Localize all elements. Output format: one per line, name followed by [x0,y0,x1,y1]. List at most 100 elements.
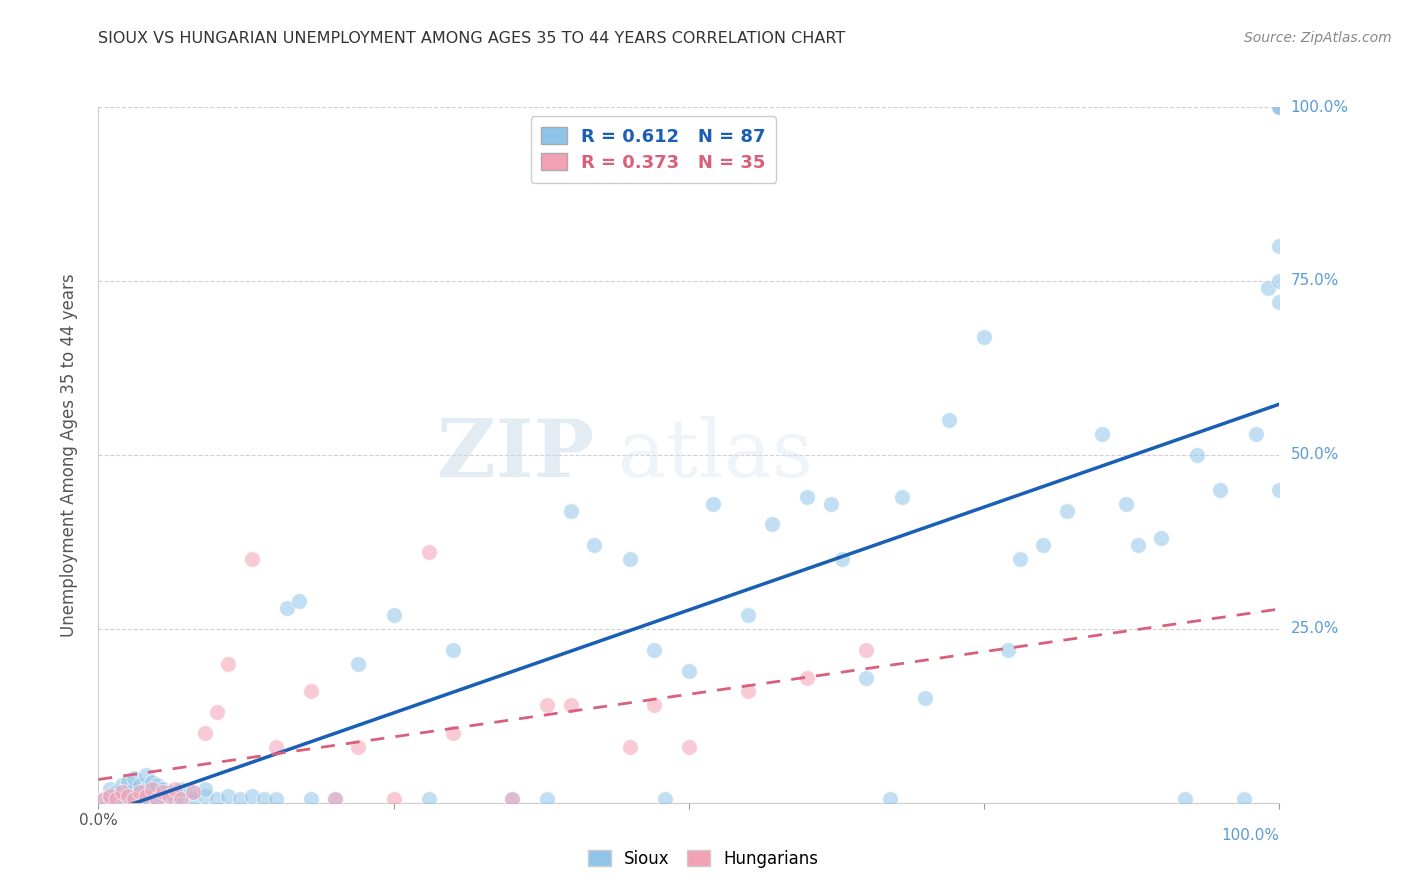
Point [117,775,139,789]
Point [105,792,128,806]
Point [122,792,145,806]
Point [194,781,217,796]
Y-axis label: Unemployment Among Ages 35 to 44 years: Unemployment Among Ages 35 to 44 years [59,273,77,637]
Point [855,671,877,685]
Point [117,789,139,803]
Point [938,413,960,427]
Text: 50.0%: 50.0% [1291,448,1339,462]
Point [240,552,263,566]
Point [141,775,163,789]
Point [890,490,912,504]
Point [820,497,842,511]
Point [1185,448,1208,462]
Point [135,789,157,803]
Point [122,789,145,803]
Point [240,789,263,803]
Point [205,792,228,806]
Point [117,785,139,799]
Point [796,490,818,504]
Point [619,740,641,755]
Text: SIOUX VS HUNGARIAN UNEMPLOYMENT AMONG AGES 35 TO 44 YEARS CORRELATION CHART: SIOUX VS HUNGARIAN UNEMPLOYMENT AMONG AG… [98,31,845,46]
Point [152,785,174,799]
Point [105,785,128,799]
Point [654,792,676,806]
Point [111,785,134,799]
Point [702,497,724,511]
Point [583,538,606,552]
Point [135,768,157,782]
Point [1268,100,1291,114]
Point [1268,239,1291,253]
Point [181,792,204,806]
Point [170,789,193,803]
Point [678,740,700,755]
Point [501,792,523,806]
Point [135,792,157,806]
Point [643,642,665,657]
Point [418,545,440,559]
Point [165,792,187,806]
Point [1056,503,1078,517]
Point [1126,538,1149,552]
Point [536,698,558,713]
Point [1008,552,1031,566]
Point [501,792,523,806]
Point [122,772,145,786]
Text: ZIP: ZIP [437,416,595,494]
Point [141,781,163,796]
Point [737,684,759,698]
Point [1268,294,1291,309]
Point [181,785,204,799]
Point [152,789,174,803]
Point [128,789,150,803]
Text: 100.0%: 100.0% [1222,828,1279,843]
Point [117,792,139,806]
Point [194,726,217,740]
Point [229,792,252,806]
Point [1244,427,1267,442]
Text: atlas: atlas [619,416,813,494]
Point [560,503,582,517]
Point [299,792,322,806]
Point [796,671,818,685]
Point [323,792,346,806]
Point [170,792,193,806]
Point [323,792,346,806]
Text: 25.0%: 25.0% [1291,622,1339,636]
Point [560,698,582,713]
Point [111,789,134,803]
Point [93,792,115,806]
Point [98,789,121,803]
Point [146,778,169,792]
Point [1150,532,1173,546]
Point [181,785,204,799]
Point [111,778,134,792]
Point [128,785,150,799]
Point [855,642,877,657]
Point [973,329,995,343]
Point [288,594,311,608]
Point [619,552,641,566]
Point [146,792,169,806]
Point [441,642,464,657]
Legend: Sioux, Hungarians: Sioux, Hungarians [581,844,825,875]
Point [128,778,150,792]
Point [643,698,665,713]
Point [1115,497,1137,511]
Point [98,789,121,803]
Point [1257,281,1279,295]
Point [253,792,276,806]
Point [761,517,783,532]
Point [1268,100,1291,114]
Point [1268,100,1291,114]
Text: 75.0%: 75.0% [1291,274,1339,288]
Point [1209,483,1232,497]
Point [831,552,853,566]
Text: 100.0%: 100.0% [1291,100,1348,114]
Point [418,792,440,806]
Point [997,642,1019,657]
Point [170,781,193,796]
Point [914,691,936,706]
Point [382,792,405,806]
Point [93,792,115,806]
